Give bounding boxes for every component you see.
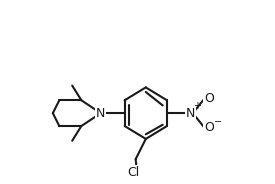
Text: −: − <box>214 117 222 127</box>
Text: O: O <box>204 121 214 134</box>
Text: N: N <box>186 107 196 120</box>
Text: N: N <box>96 107 105 120</box>
Text: Cl: Cl <box>128 166 140 178</box>
Text: +: + <box>193 101 201 111</box>
Text: N: N <box>96 107 105 120</box>
Text: O: O <box>204 92 214 105</box>
